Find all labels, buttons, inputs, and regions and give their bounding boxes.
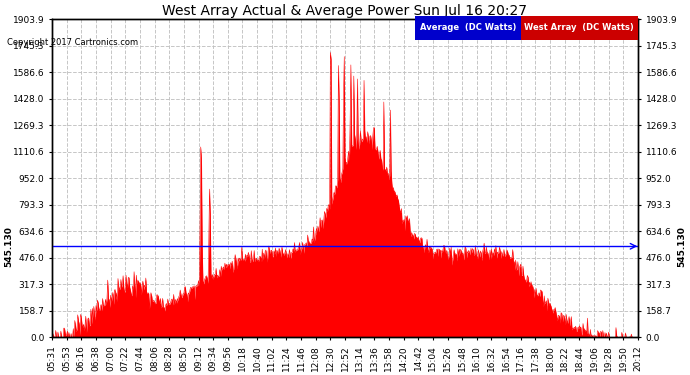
Text: 545.130: 545.130 — [4, 226, 13, 267]
Text: West Array  (DC Watts): West Array (DC Watts) — [524, 23, 634, 32]
Text: Average  (DC Watts): Average (DC Watts) — [420, 23, 516, 32]
Text: Copyright 2017 Cartronics.com: Copyright 2017 Cartronics.com — [7, 38, 138, 47]
Title: West Array Actual & Average Power Sun Jul 16 20:27: West Array Actual & Average Power Sun Ju… — [163, 4, 527, 18]
Text: 545.130: 545.130 — [677, 226, 686, 267]
